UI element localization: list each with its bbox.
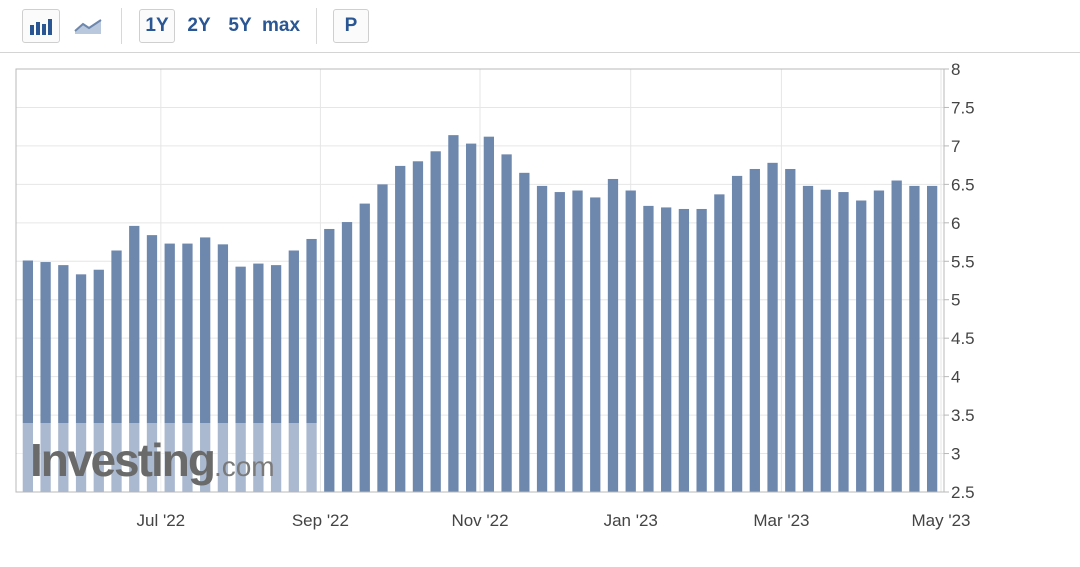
- chart-toolbar: 1Y 2Y 5Y max P: [0, 0, 1080, 53]
- bar: [200, 237, 211, 492]
- bar: [572, 190, 583, 492]
- bar: [288, 250, 299, 492]
- bar: [341, 222, 353, 493]
- watermark-logo-suffix: .com: [214, 451, 275, 482]
- bar: [536, 185, 548, 492]
- bar: [253, 263, 264, 492]
- watermark-band: [17, 423, 317, 492]
- y-tick-label: 6: [951, 214, 960, 233]
- bar: [324, 228, 335, 493]
- bar: [926, 185, 938, 492]
- bar: [448, 135, 459, 492]
- bar: [554, 192, 565, 492]
- bar: [501, 154, 512, 492]
- bar: [306, 238, 317, 492]
- bar: [58, 265, 69, 492]
- y-tick-label: 4.5: [951, 329, 975, 348]
- bar: [625, 190, 636, 492]
- toolbar-separator: [121, 8, 122, 44]
- bar: [891, 180, 902, 492]
- bar: [217, 244, 229, 492]
- range-2y-button[interactable]: 2Y: [187, 15, 211, 36]
- bar: [164, 243, 175, 492]
- bar: [146, 235, 158, 492]
- bar: [696, 208, 707, 492]
- x-tick-label: May '23: [912, 511, 971, 530]
- y-tick-label: 3: [951, 445, 960, 464]
- bar: [235, 266, 246, 492]
- y-tick-label: 6.5: [951, 175, 975, 194]
- x-axis: Jul '22 Sep '22 Nov '22 Jan '23 Mar '23 May '…: [137, 511, 971, 530]
- bar: [838, 192, 849, 492]
- y-tick-label: 7.5: [951, 98, 975, 117]
- range-1y-button[interactable]: 1Y: [139, 9, 175, 43]
- bar: [820, 189, 831, 493]
- x-tick-label: Mar '23: [753, 511, 809, 530]
- bar: [519, 172, 530, 492]
- bar: [395, 165, 406, 492]
- bar: [731, 175, 743, 492]
- bar: [111, 250, 122, 492]
- bar-chart-button[interactable]: [22, 9, 60, 43]
- y-tick-label: 2.5: [951, 483, 975, 502]
- bar: [714, 194, 725, 492]
- x-tick-label: Sep '22: [292, 511, 349, 530]
- bar: [93, 269, 104, 492]
- svg-text:Investing.com: Investing.com: [30, 434, 275, 486]
- bar-chart: Investing.com 8 7.5 7 6.5 6 5.5 5 4.5 4 3.5 3 2.5 J…: [15, 60, 975, 530]
- bar: [749, 168, 760, 492]
- bar: [767, 162, 778, 492]
- x-tick-label: Jul '22: [137, 511, 186, 530]
- x-tick-label: Nov '22: [451, 511, 508, 530]
- area-chart-button[interactable]: [70, 9, 106, 43]
- bar: [377, 184, 388, 492]
- bar: [40, 262, 51, 492]
- bar: [412, 161, 424, 493]
- p-button[interactable]: P: [333, 9, 369, 43]
- bar: [785, 168, 796, 492]
- x-tick-label: Jan '23: [604, 511, 658, 530]
- bar: [270, 265, 282, 492]
- y-tick-label: 3.5: [951, 406, 975, 425]
- bar: [465, 143, 477, 493]
- bar: [678, 208, 690, 492]
- range-max-button[interactable]: max: [261, 15, 301, 36]
- bar: [22, 260, 34, 492]
- y-tick-label: 5.5: [951, 252, 975, 271]
- bar-series: [22, 135, 938, 493]
- bar: [856, 200, 867, 493]
- area-chart-icon: [74, 19, 102, 34]
- range-5y-button[interactable]: 5Y: [228, 15, 252, 36]
- y-tick-label: 5: [951, 291, 960, 310]
- bar: [129, 225, 140, 493]
- bar: [182, 243, 193, 492]
- bar: [75, 274, 87, 492]
- investing-watermark: Investing.com: [17, 423, 317, 492]
- watermark-logo-text: Investing: [30, 434, 214, 486]
- y-tick-label: 8: [951, 60, 960, 79]
- bar: [643, 205, 654, 492]
- bar: [590, 197, 601, 493]
- y-tick-label: 7: [951, 137, 960, 156]
- bar: [802, 185, 814, 492]
- chart-area: Investing.com 8 7.5 7 6.5 6 5.5 5 4.5 4 3.5 3 2.5 J…: [0, 52, 1080, 562]
- bar: [483, 136, 495, 492]
- bar: [430, 151, 441, 492]
- bar-chart-icon: [30, 19, 52, 35]
- bar: [909, 185, 920, 492]
- y-tick-label: 4: [951, 368, 960, 387]
- bar: [873, 190, 885, 492]
- y-axis: 8 7.5 7 6.5 6 5.5 5 4.5 4 3.5 3 2.5: [944, 60, 975, 502]
- bar: [607, 178, 619, 492]
- bar: [359, 203, 370, 492]
- toolbar-separator: [316, 8, 317, 44]
- plot-border: [15, 68, 945, 493]
- bar: [661, 207, 672, 492]
